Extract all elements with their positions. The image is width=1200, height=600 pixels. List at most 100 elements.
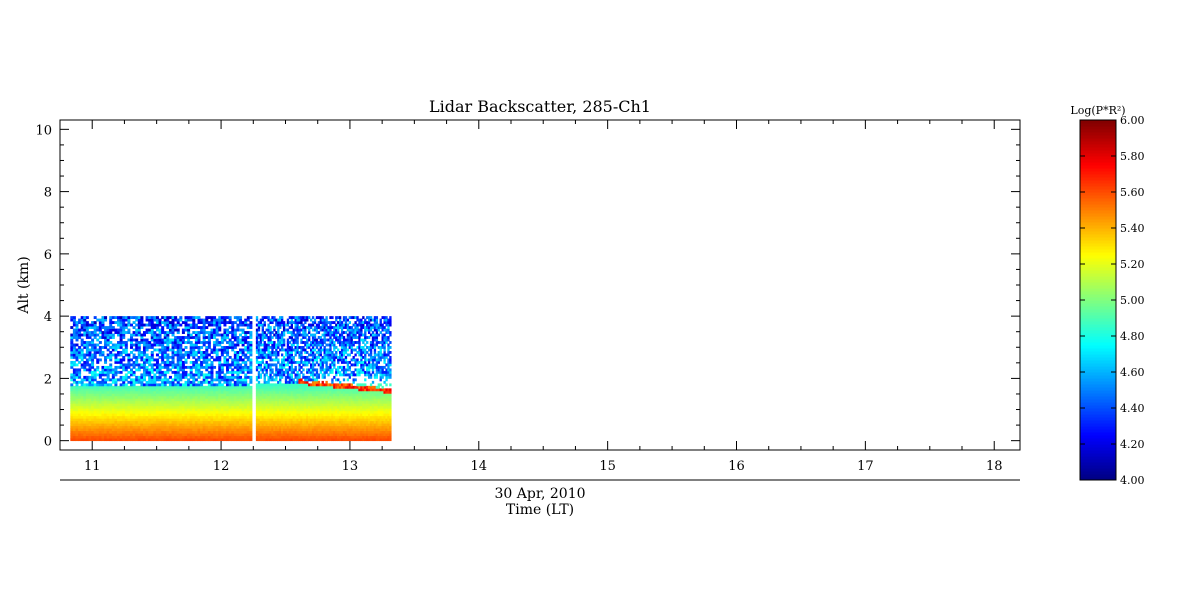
heatmap-cell (296, 425, 299, 429)
heatmap-cell (213, 408, 217, 412)
heatmap-cell (207, 373, 211, 377)
heatmap-cell (300, 351, 303, 354)
heatmap-cell (280, 388, 284, 392)
heatmap-cell (277, 430, 280, 434)
heatmap-cell (75, 331, 79, 334)
heatmap-cell (288, 433, 292, 437)
heatmap-cell (122, 385, 126, 389)
heatmap-cell (231, 378, 235, 382)
heatmap-cell (176, 385, 180, 389)
heatmap-cell (321, 400, 324, 404)
heatmap-cell (98, 405, 102, 409)
heatmap-cell (207, 430, 211, 434)
heatmap-cell (205, 316, 209, 320)
heatmap-cell (130, 338, 134, 342)
heatmap-cell (317, 400, 321, 404)
heatmap-cell (255, 346, 259, 349)
heatmap-cell (166, 333, 170, 337)
heatmap-cell (277, 353, 280, 357)
heatmap-cell (72, 418, 76, 422)
heatmap-cell (321, 365, 324, 369)
heatmap-cell (292, 428, 295, 432)
heatmap-cell (294, 336, 297, 339)
heatmap-cell (257, 405, 261, 409)
heatmap-cell (127, 375, 131, 379)
heatmap-cell (171, 420, 175, 424)
heatmap-cell (280, 400, 284, 404)
heatmap-cell (163, 435, 167, 439)
heatmap-cell (280, 348, 284, 352)
heatmap-cell (153, 410, 157, 414)
heatmap-cell (306, 355, 309, 359)
heatmap-cell (257, 415, 261, 419)
heatmap-cell (333, 405, 336, 409)
heatmap-cell (215, 343, 219, 347)
heatmap-cell (296, 398, 299, 402)
heatmap-cell (189, 400, 193, 404)
heatmap-cell (335, 338, 338, 342)
heatmap-cell (231, 321, 235, 324)
heatmap-cell (171, 418, 175, 422)
heatmap-cell (249, 368, 253, 372)
heatmap-cell (210, 425, 214, 429)
heatmap-cell (226, 375, 230, 379)
heatmap-cell (286, 418, 290, 422)
heatmap-cell (122, 333, 126, 337)
heatmap-cell (271, 363, 274, 367)
heatmap-cell (340, 385, 344, 389)
heatmap-cell (181, 410, 185, 414)
heatmap-cell (346, 428, 350, 432)
heatmap-cell (313, 336, 317, 339)
heatmap-cell (179, 418, 183, 422)
heatmap-cell (78, 413, 82, 417)
heatmap-cell (239, 358, 243, 362)
heatmap-cell (226, 388, 230, 392)
heatmap-cell (101, 400, 105, 404)
heatmap-cell (292, 348, 295, 352)
heatmap-cell (174, 420, 178, 424)
heatmap-cell (176, 395, 180, 399)
heatmap-cell (135, 433, 139, 437)
heatmap-cell (263, 380, 266, 384)
heatmap-cell (187, 378, 191, 382)
heatmap-cell (239, 430, 243, 434)
heatmap-cell (96, 423, 100, 427)
heatmap-cell (187, 388, 191, 392)
heatmap-cell (277, 438, 280, 442)
heatmap-cell (213, 390, 217, 394)
heatmap-cell (181, 365, 185, 369)
heatmap-cell (171, 353, 175, 357)
heatmap-cell (244, 365, 248, 369)
heatmap-cell (335, 336, 338, 339)
heatmap-cell (246, 425, 250, 429)
heatmap-cell (223, 331, 227, 334)
heatmap-cell (72, 353, 76, 357)
heatmap-cell (142, 331, 146, 334)
heatmap-cell (231, 368, 235, 372)
heatmap-cell (119, 403, 123, 407)
heatmap-cell (166, 358, 170, 362)
heatmap-cell (306, 378, 309, 382)
heatmap-cell (290, 385, 293, 389)
heatmap-cell (346, 420, 350, 424)
heatmap-cell (140, 408, 144, 412)
heatmap-cell (215, 438, 219, 442)
heatmap-cell (158, 438, 162, 442)
heatmap-cell (205, 405, 209, 409)
heatmap-cell (166, 400, 170, 404)
heatmap-cell (277, 388, 280, 392)
heatmap-cell (205, 395, 209, 399)
heatmap-cell (323, 348, 326, 352)
heatmap-cell (340, 358, 344, 362)
heatmap-cell (228, 321, 232, 324)
heatmap-cell (308, 346, 311, 349)
heatmap-cell (181, 418, 185, 422)
heatmap-cell (333, 321, 336, 324)
heatmap-cell (306, 351, 309, 354)
heatmap-cell (335, 433, 338, 437)
heatmap-cell (218, 360, 222, 364)
heatmap-cell (271, 398, 274, 402)
heatmap-cell (288, 405, 292, 409)
heatmap-cell (231, 326, 235, 329)
heatmap-cell (263, 423, 266, 427)
